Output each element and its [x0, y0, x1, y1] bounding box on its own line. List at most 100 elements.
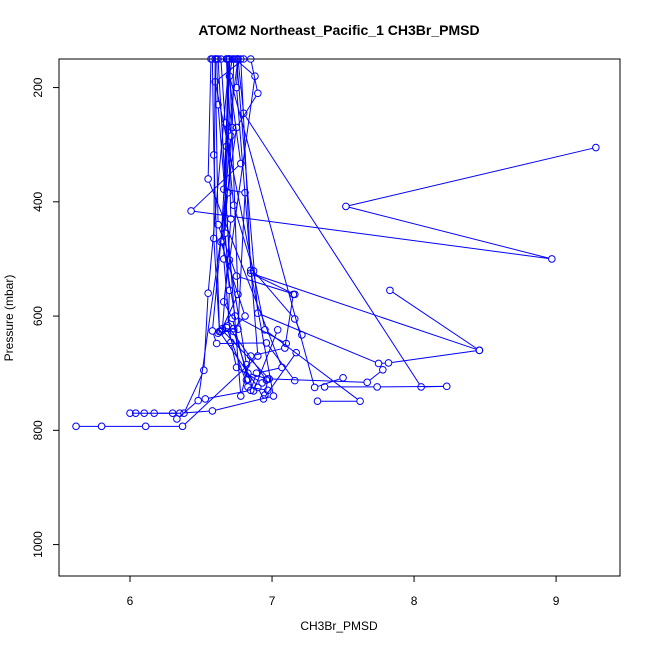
- series-segment: [194, 210, 549, 260]
- series-segment: [184, 357, 256, 425]
- series-segment: [267, 331, 358, 400]
- profile-series: [211, 55, 484, 355]
- data-point: [263, 375, 272, 383]
- y-tick-label: 400: [31, 191, 45, 211]
- data-point: [232, 363, 241, 372]
- data-point: [273, 325, 282, 334]
- data-point: [251, 72, 259, 80]
- series-segment: [295, 321, 301, 333]
- data-point: [239, 55, 248, 63]
- series-segment: [223, 62, 229, 256]
- profile-series: [232, 55, 484, 368]
- series-segment: [207, 62, 212, 176]
- series-segment: [348, 147, 593, 207]
- series-segment: [236, 90, 259, 353]
- data-point: [208, 55, 217, 63]
- series-segment: [224, 62, 230, 230]
- series-segment: [231, 345, 237, 365]
- data-point: [236, 55, 245, 63]
- series-segment: [272, 378, 364, 383]
- series-segment: [229, 328, 265, 378]
- y-axis-label: Pressure (mbar): [2, 275, 16, 362]
- data-point: [246, 266, 255, 275]
- data-point: [219, 297, 228, 306]
- data-point: [298, 331, 306, 339]
- series-segment: [207, 62, 230, 290]
- series-segment: [392, 291, 477, 349]
- series-segment: [251, 386, 265, 391]
- series-segment: [250, 273, 274, 393]
- series-segment: [253, 274, 293, 294]
- series-segment: [215, 396, 271, 411]
- data-point: [187, 207, 195, 215]
- data-point: [211, 55, 220, 63]
- series-segment: [229, 62, 239, 292]
- series-segment: [237, 195, 246, 326]
- data-point: [217, 55, 225, 63]
- profile-series: [131, 55, 278, 417]
- data-point: [210, 234, 218, 243]
- data-point: [236, 392, 245, 400]
- data-point: [363, 378, 371, 387]
- data-point: [131, 409, 140, 417]
- y-tick-label: 1000: [31, 531, 45, 558]
- data-point: [262, 376, 271, 384]
- series-segment: [184, 373, 203, 411]
- data-point: [548, 255, 556, 263]
- data-point: [224, 321, 232, 330]
- data-point: [234, 290, 242, 299]
- series-segment: [260, 314, 376, 363]
- series-segment: [267, 345, 294, 379]
- data-point: [225, 55, 234, 63]
- series-segment: [237, 60, 253, 75]
- data-point: [246, 55, 255, 63]
- series-segment: [391, 350, 477, 363]
- series-segment: [223, 79, 256, 299]
- series-segment: [348, 206, 549, 259]
- data-point: [281, 344, 289, 352]
- series-segment: [215, 84, 265, 327]
- x-axis-label: CH3Br_PMSD: [300, 619, 378, 633]
- series-segment: [317, 378, 341, 387]
- series-segment: [227, 293, 230, 323]
- data-point: [289, 290, 298, 299]
- profile-series: [72, 55, 262, 431]
- data-point: [252, 369, 261, 377]
- y-tick-label: 800: [31, 420, 45, 440]
- series-segment: [234, 208, 254, 268]
- data-point: [241, 188, 249, 197]
- x-axis: 6 7 8 9: [127, 576, 560, 608]
- series-segment: [213, 241, 220, 329]
- series-segment: [250, 62, 258, 91]
- data-point: [141, 422, 150, 431]
- data-point: [262, 339, 271, 347]
- series-segment: [245, 115, 420, 385]
- series-segment: [253, 348, 282, 356]
- series-segment: [221, 297, 238, 329]
- series-segment: [237, 317, 284, 343]
- series-segment: [208, 390, 248, 399]
- series-segment: [255, 273, 293, 317]
- series-segment: [212, 333, 217, 341]
- data-point: [373, 383, 381, 391]
- data-point: [374, 359, 383, 368]
- data-point: [269, 392, 278, 400]
- data-point: [339, 373, 347, 382]
- data-point: [201, 395, 210, 403]
- series-segment: [253, 273, 477, 350]
- data-point: [214, 329, 222, 338]
- data-point: [200, 366, 208, 375]
- profile-series: [212, 55, 298, 400]
- series-segment: [234, 334, 254, 388]
- series-segment: [179, 402, 197, 418]
- x-tick-label: 9: [553, 594, 560, 608]
- series-segment: [224, 332, 268, 377]
- data-point: [228, 123, 237, 132]
- profile-series: [187, 55, 600, 263]
- series-segment: [241, 359, 251, 393]
- data-point: [204, 175, 212, 183]
- data-point: [442, 382, 451, 391]
- series-segment: [254, 332, 277, 389]
- data-point: [212, 339, 221, 348]
- y-tick-label: 200: [31, 77, 45, 97]
